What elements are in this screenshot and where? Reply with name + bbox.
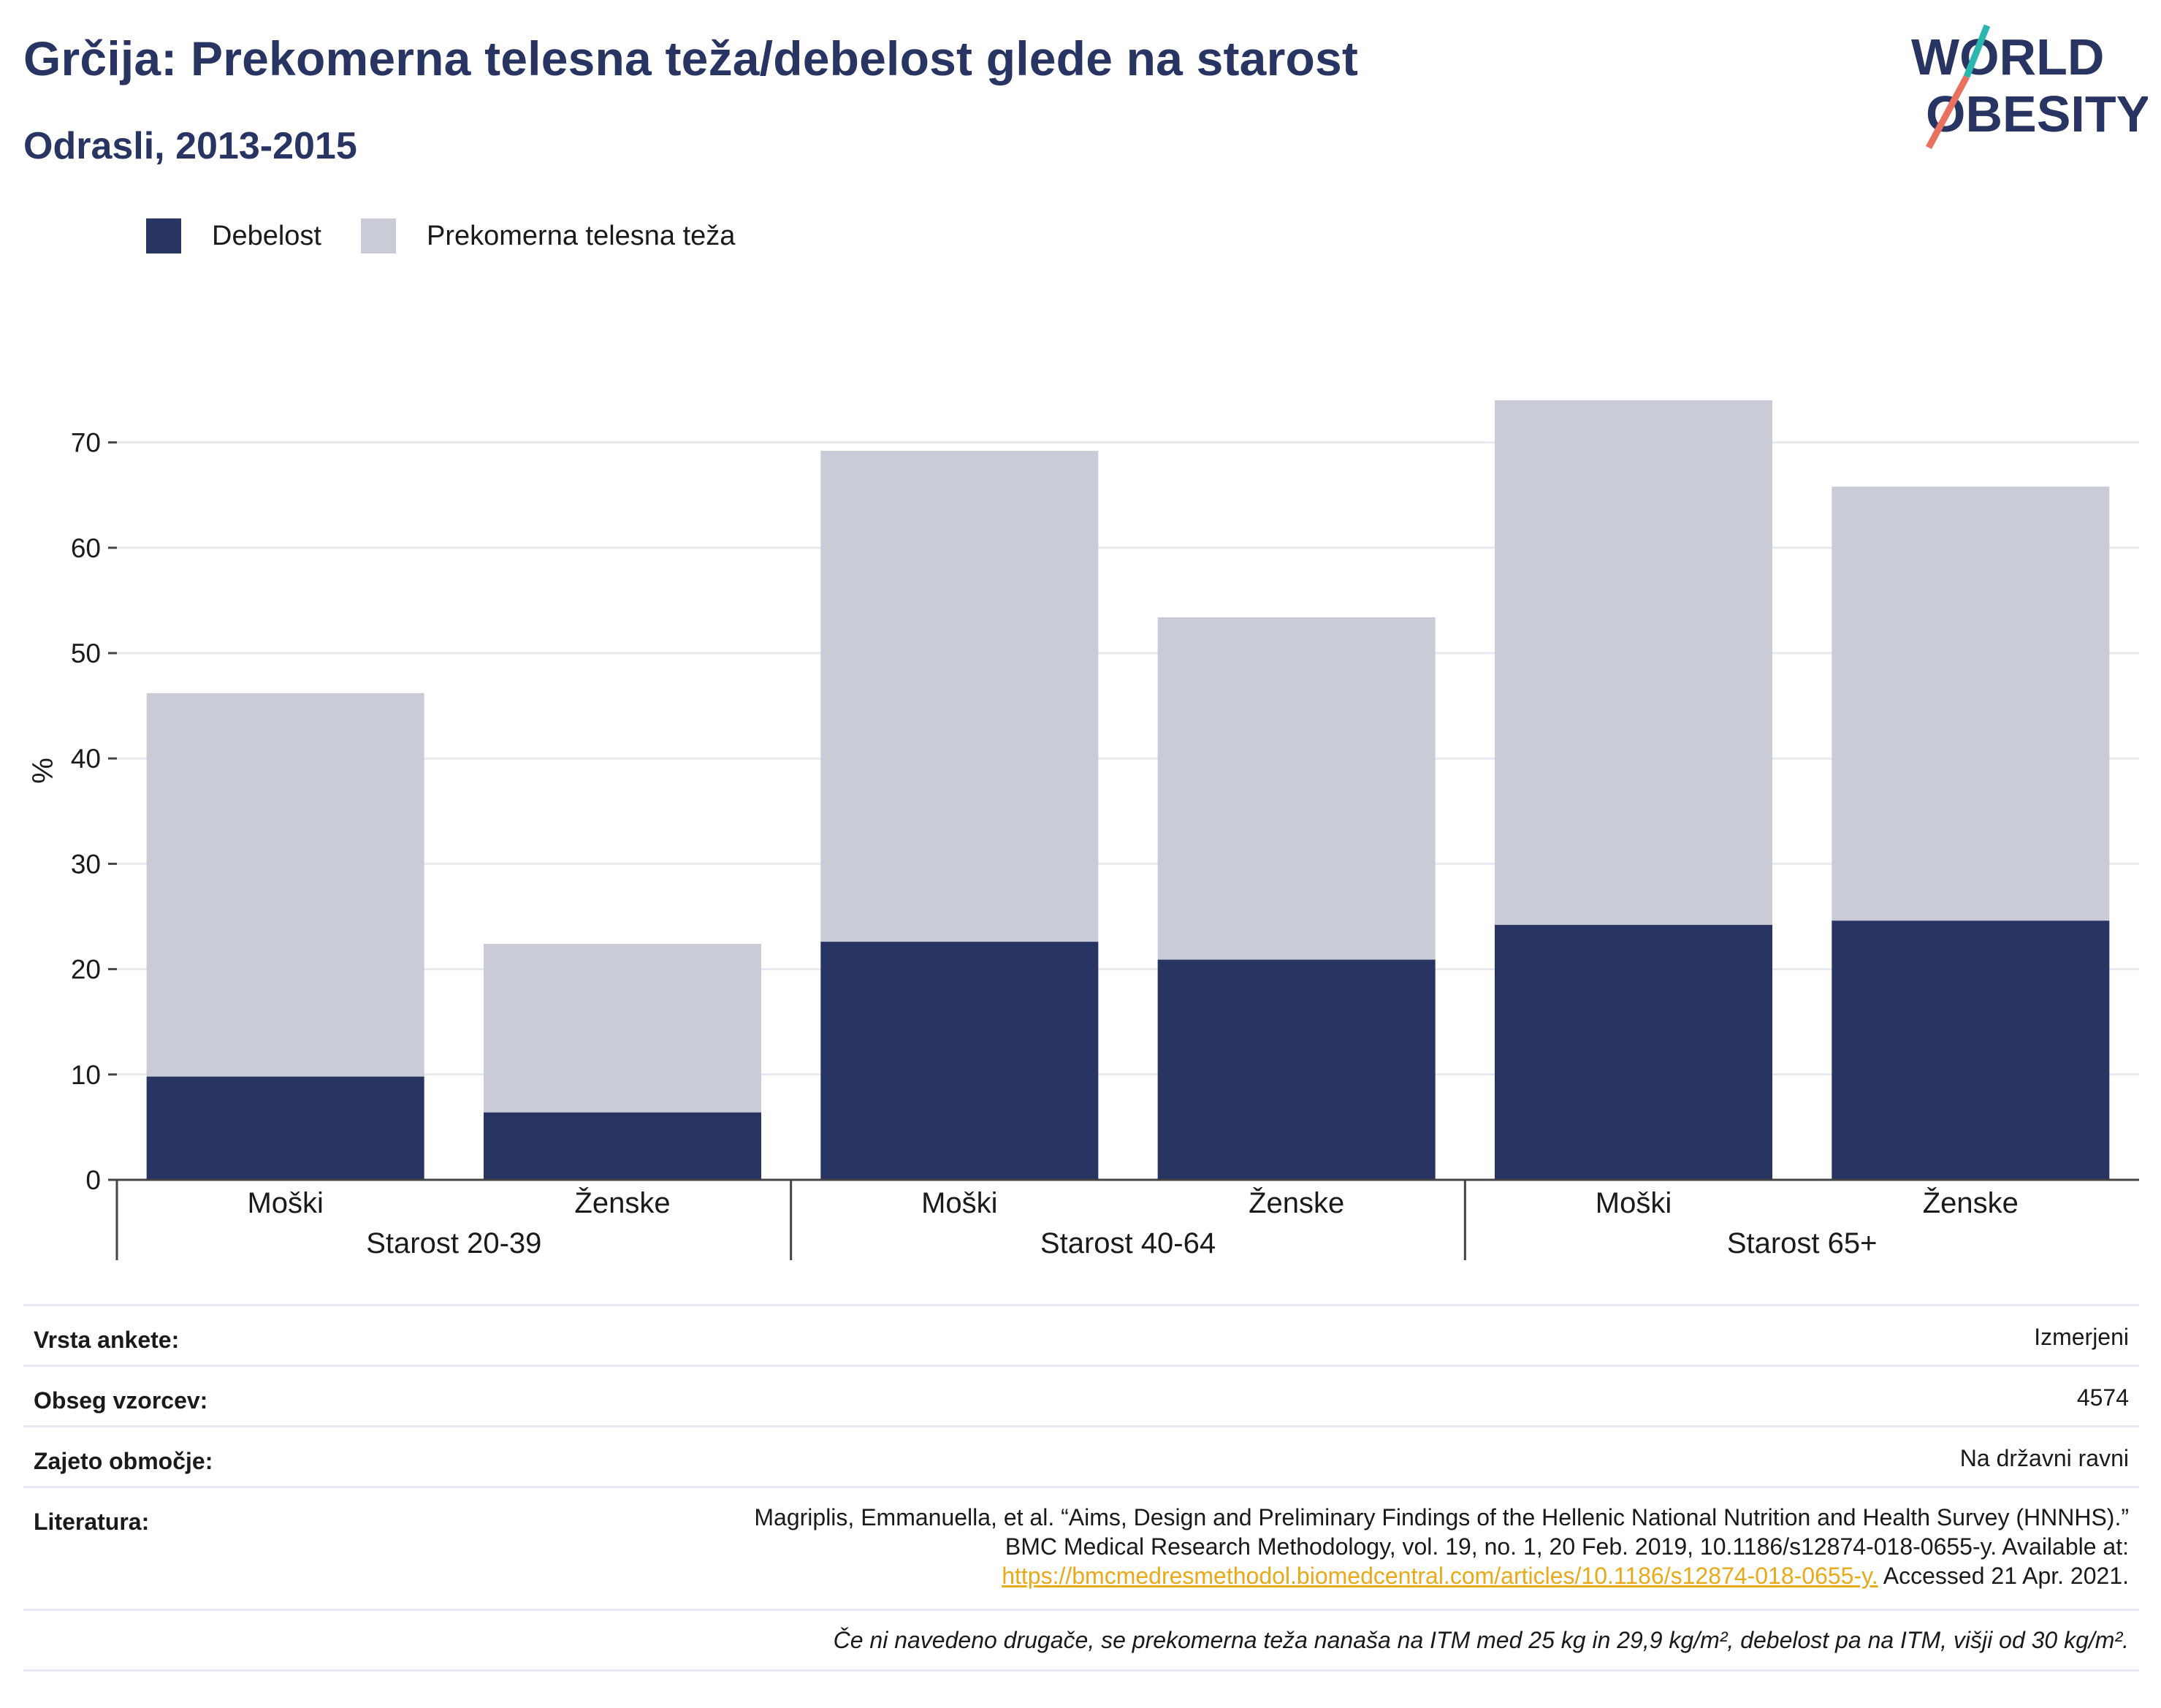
reference-line-3: https://bmcmedresmethodol.biomedcentral.…	[754, 1561, 2129, 1590]
survey-type-row: Vrsta ankete: Izmerjeni	[23, 1304, 2139, 1365]
y-tick-label: 10	[71, 1060, 101, 1090]
y-tick-label: 0	[85, 1165, 101, 1195]
bar-overweight	[146, 693, 424, 1077]
survey-info-table: Vrsta ankete: Izmerjeni Obseg vzorcev: 4…	[23, 1304, 2139, 1671]
x-group-label: Starost 65+	[1727, 1227, 1878, 1259]
stacked-bar-chart: 0 10 20 30 40 50 60 70% Moški Ženske Moški Ženske Mo…	[27, 400, 2139, 1260]
bar-overweight	[1832, 487, 2110, 921]
chart-legend: Debelost Prekomerna telesna teža	[146, 218, 774, 254]
bar-obesity	[820, 942, 1099, 1180]
sample-size-label: Obseg vzorcev:	[34, 1387, 208, 1414]
reference-row: Literatura: Magriplis, Emmanuella, et al…	[23, 1486, 2139, 1609]
bar-obesity	[1495, 925, 1772, 1180]
bar-obesity	[146, 1076, 424, 1180]
coverage-value: Na državni ravni	[1959, 1445, 2129, 1471]
bar-obesity	[1157, 959, 1436, 1180]
bar-obesity	[1832, 920, 2110, 1180]
bar-overweight	[1157, 617, 1436, 960]
y-tick-label: 50	[71, 638, 101, 668]
x-category-label: Moški	[247, 1187, 323, 1219]
y-tick-label: 20	[71, 955, 101, 985]
y-tick-label: 60	[71, 533, 101, 563]
survey-type-value: Izmerjeni	[2034, 1324, 2129, 1350]
page-title: Grčija: Prekomerna telesna teža/debelost…	[23, 31, 1359, 85]
logo-line-1: WORLD	[1911, 28, 2104, 85]
legend-item-overweight: Prekomerna telesna teža	[360, 218, 736, 253]
x-group-label: Starost 20-39	[366, 1227, 541, 1259]
y-tick-label: 30	[71, 849, 101, 879]
x-category-label: Ženske	[574, 1186, 670, 1219]
legend-label-overweight: Prekomerna telesna teža	[426, 220, 736, 251]
reference-label: Literatura:	[34, 1509, 150, 1535]
coverage-label: Zajeto območje:	[34, 1448, 213, 1474]
x-group-label: Starost 40-64	[1040, 1227, 1216, 1259]
bar-overweight	[484, 943, 761, 1113]
footnote: Če ni navedeno drugače, se prekomerna te…	[833, 1627, 2129, 1653]
reference-line-2: BMC Medical Research Methodology, vol. 1…	[1005, 1533, 2129, 1560]
reference-link[interactable]: https://bmcmedresmethodol.biomedcentral.…	[1002, 1563, 1878, 1589]
legend-item-obesity: Debelost	[146, 218, 321, 253]
survey-type-label: Vrsta ankete:	[34, 1327, 180, 1353]
x-category-label: Moški	[1596, 1187, 1672, 1219]
logo-line-2: OBESITY	[1926, 85, 2148, 142]
bar-overweight	[1495, 400, 1772, 926]
world-obesity-logo: WORLD OBESITY	[1911, 24, 2148, 150]
coverage-row: Zajeto območje: Na državni ravni	[23, 1425, 2139, 1486]
legend-swatch-overweight	[360, 218, 396, 253]
legend-label-obesity: Debelost	[212, 220, 321, 251]
x-category-label: Ženske	[1923, 1186, 2019, 1219]
reference-text: Magriplis, Emmanuella, et al. “Aims, Des…	[754, 1503, 2129, 1590]
x-category-label: Ženske	[1249, 1186, 1344, 1219]
reference-accessed: Accessed 21 Apr. 2021.	[1878, 1563, 2129, 1589]
y-tick-label: 70	[71, 428, 101, 458]
footnote-row: Če ni navedeno drugače, se prekomerna te…	[23, 1609, 2139, 1671]
x-category-label: Moški	[921, 1187, 997, 1219]
legend-swatch-obesity	[146, 218, 181, 253]
bar-overweight	[820, 451, 1099, 942]
y-tick-label: 40	[71, 744, 101, 774]
bar-obesity	[484, 1112, 761, 1180]
sample-size-row: Obseg vzorcev: 4574	[23, 1365, 2139, 1425]
reference-line-1: Magriplis, Emmanuella, et al. “Aims, Des…	[754, 1504, 2129, 1530]
y-axis-label: %	[27, 758, 59, 784]
page-subtitle: Odrasli, 2013-2015	[23, 125, 357, 167]
sample-size-value: 4574	[2076, 1384, 2129, 1411]
